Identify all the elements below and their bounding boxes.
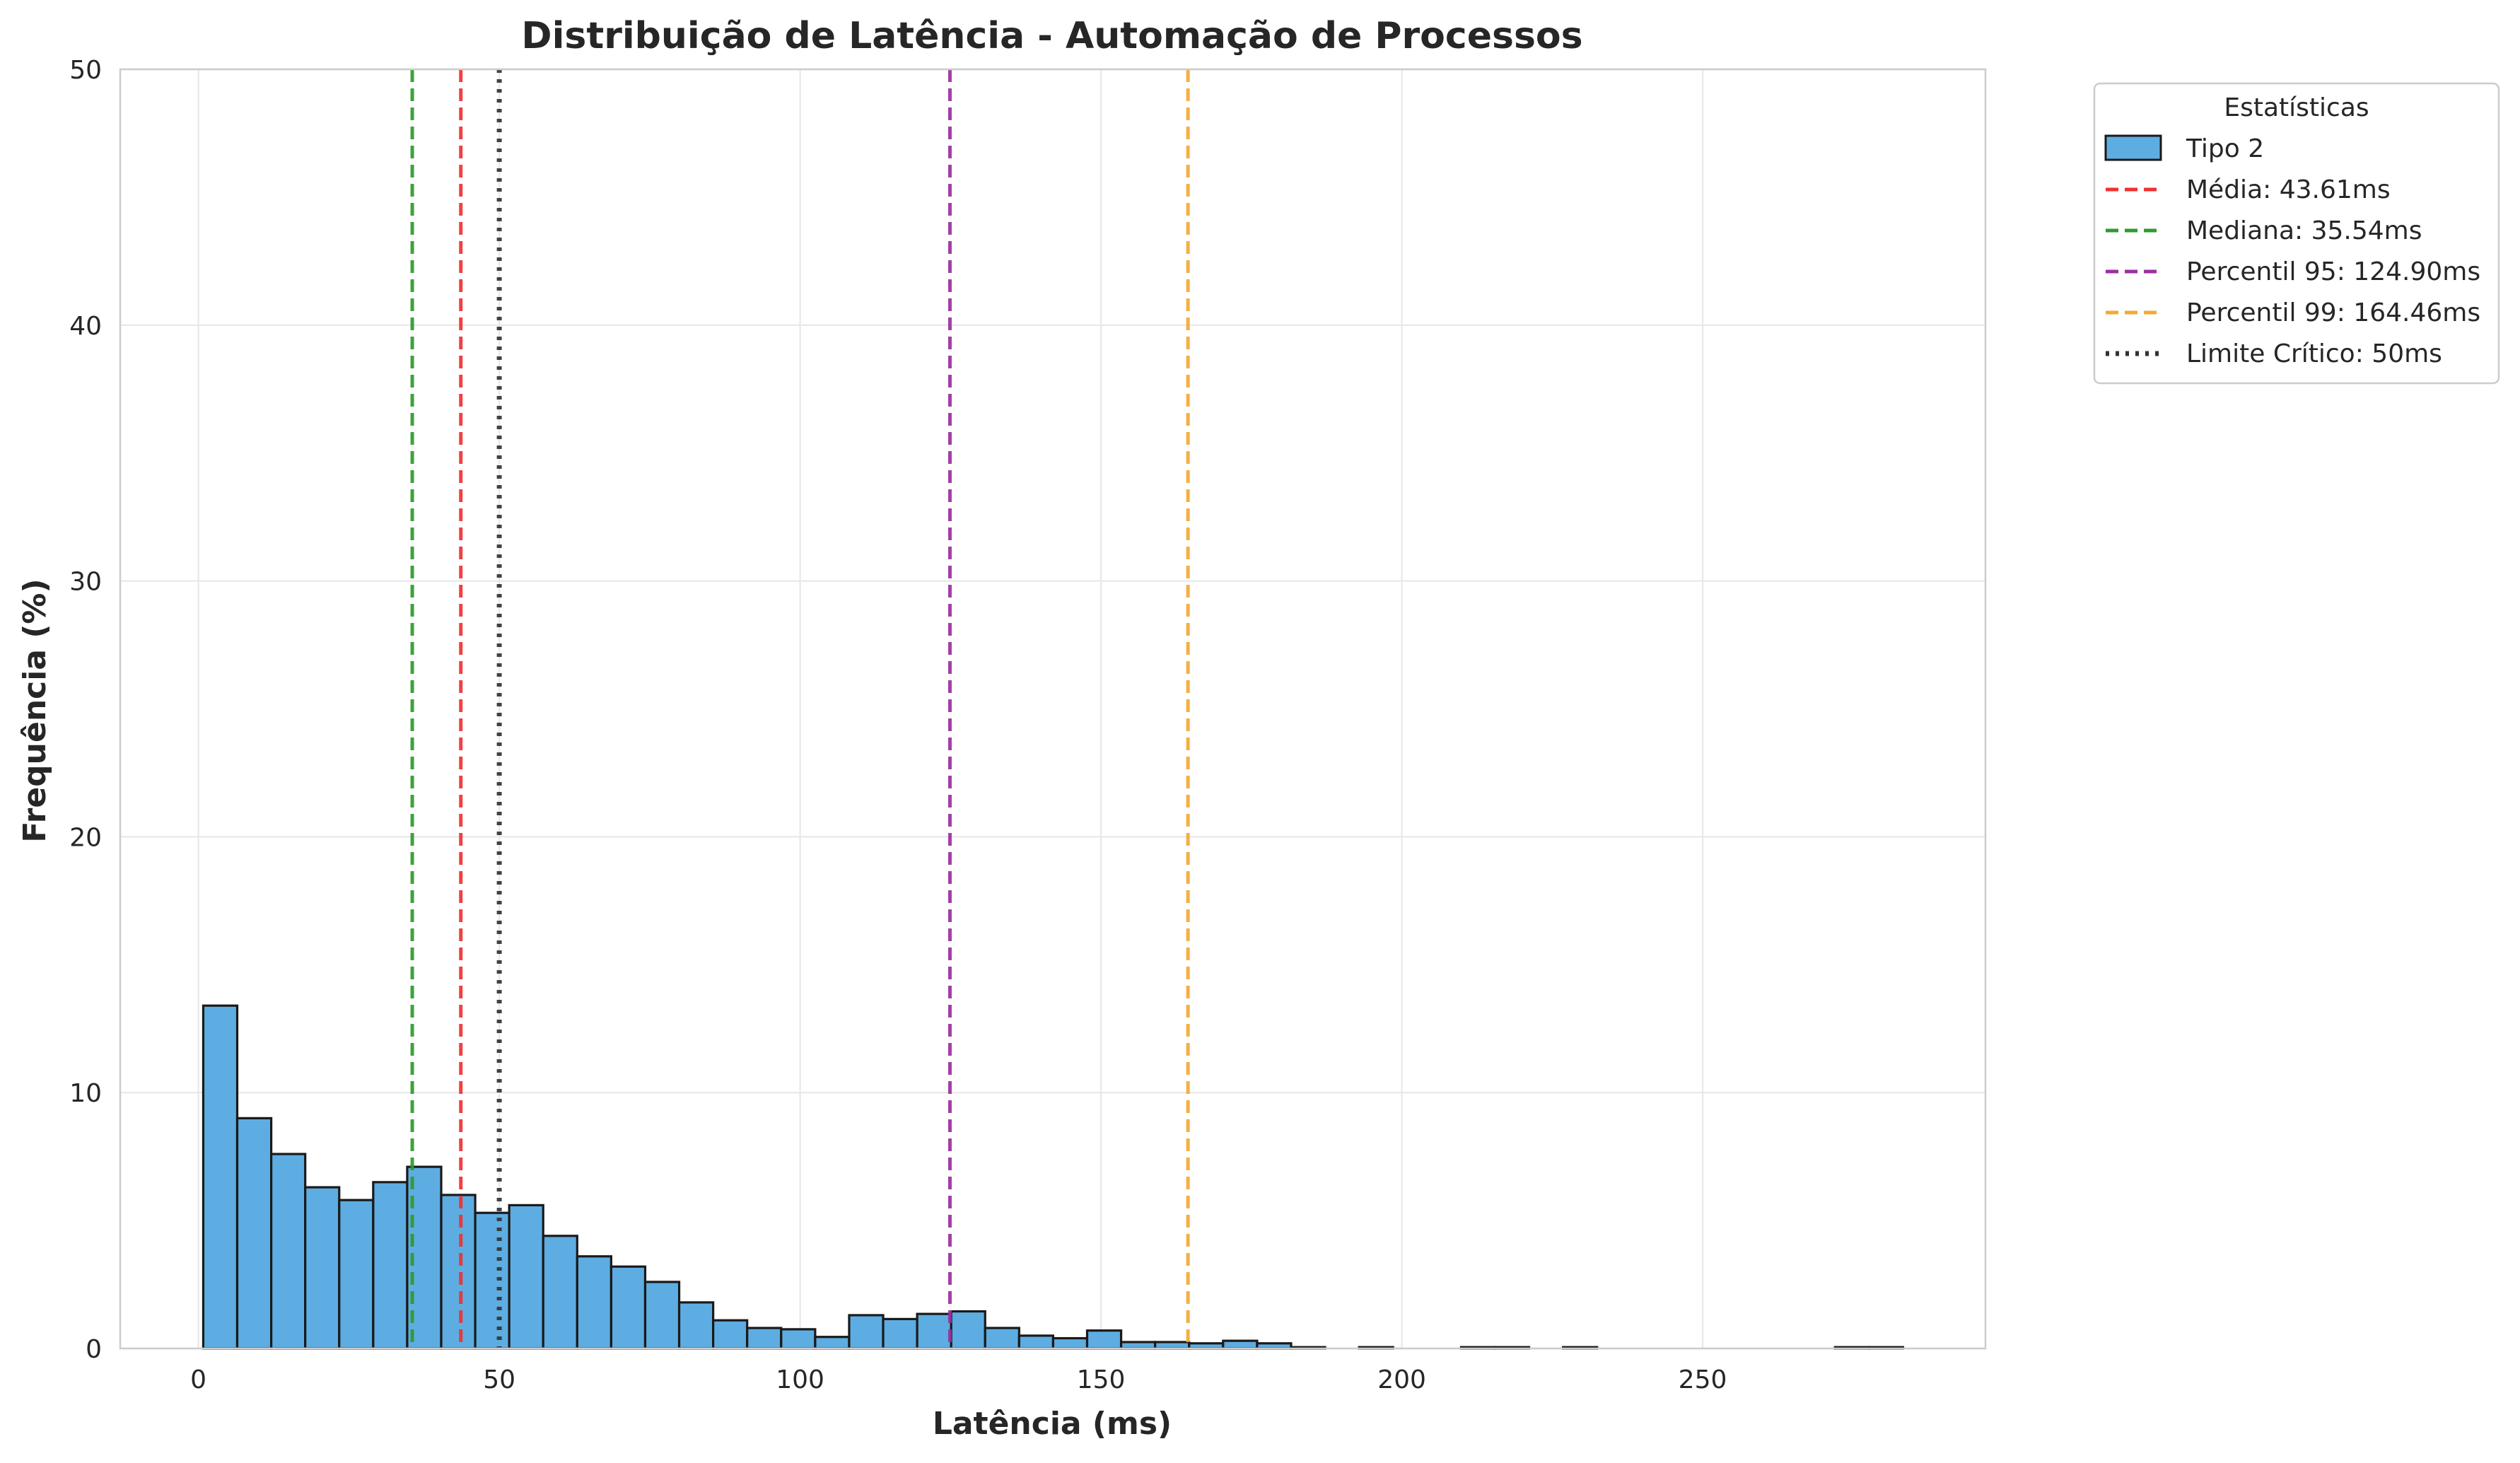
histogram-bar (984, 1327, 1020, 1350)
histogram-bar (950, 1310, 986, 1350)
histogram-bar (780, 1328, 817, 1350)
y-tick-label: 20 (69, 823, 102, 852)
histogram-bar (677, 1301, 715, 1350)
y-tick-label: 40 (69, 312, 102, 341)
histogram-bar (508, 1203, 544, 1350)
histogram-bar (916, 1312, 952, 1350)
legend: Estatísticas Tipo 2 Média: 43.61ms Mediana… (2093, 82, 2500, 385)
histogram-bar (643, 1281, 681, 1350)
legend-title: Estatísticas (2224, 93, 2369, 122)
legend-label: Mediana: 35.54ms (2186, 216, 2422, 245)
histogram-bar (372, 1181, 409, 1350)
histogram-bar (235, 1117, 273, 1350)
histogram-bar (882, 1317, 918, 1350)
histogram-bar (814, 1336, 851, 1350)
histogram-bar (1017, 1334, 1055, 1350)
x-tick-label: 100 (776, 1365, 824, 1394)
legend-items: Tipo 2 Média: 43.61ms Mediana: 35.54ms Perc… (2104, 134, 2480, 368)
plot-frame (119, 68, 1987, 1350)
y-axis-label: Frequência (%) (17, 578, 53, 842)
x-tick-label: 150 (1077, 1365, 1126, 1394)
y-tick-label: 10 (69, 1079, 102, 1108)
histogram-bar (1085, 1329, 1123, 1350)
histogram-bar (712, 1319, 749, 1350)
x-axis-label: Latência (ms) (933, 1406, 1172, 1442)
histogram-bar (848, 1314, 885, 1350)
y-tick-label: 50 (69, 56, 102, 85)
histogram-bar (746, 1327, 783, 1350)
histogram-bar (576, 1255, 612, 1350)
legend-label: Limite Crítico: 50ms (2186, 339, 2442, 368)
plot-area (119, 68, 1987, 1350)
histogram-bar (304, 1186, 341, 1350)
x-tick-label: 250 (1679, 1365, 1727, 1394)
y-axis-ticks: 0 10 20 30 40 50 (69, 56, 102, 1364)
histogram-bar (440, 1194, 477, 1350)
histogram-bar (1051, 1336, 1089, 1350)
histogram-bar (609, 1265, 647, 1350)
grid-lines (120, 68, 1985, 1350)
chart-title: Distribuição de Latência - Automação de … (521, 15, 1582, 57)
histogram-bar (1119, 1341, 1157, 1350)
histogram-bar (474, 1211, 511, 1350)
y-tick-label: 0 (86, 1335, 102, 1364)
legend-label: Percentil 95: 124.90ms (2186, 257, 2480, 286)
histogram-bar (338, 1199, 375, 1350)
x-tick-label: 50 (483, 1365, 515, 1394)
histogram-bar (269, 1153, 307, 1350)
x-tick-label: 0 (190, 1365, 206, 1394)
y-tick-label: 30 (69, 568, 102, 597)
plot-background (120, 69, 1985, 1348)
histogram-bar (1154, 1341, 1191, 1350)
legend-box (2093, 82, 2500, 385)
histogram-bar (1222, 1339, 1259, 1350)
legend-label: Média: 43.61ms (2186, 175, 2391, 204)
histogram-bar (542, 1235, 578, 1350)
histogram-bar (202, 1004, 239, 1350)
legend-swatch (2104, 134, 2162, 161)
legend-label: Percentil 99: 164.46ms (2186, 298, 2480, 327)
legend-label: Tipo 2 (2186, 134, 2264, 163)
x-tick-label: 200 (1377, 1365, 1426, 1394)
reference-lines (410, 69, 1190, 1348)
x-axis-ticks: 0 50 100 150 200 250 (190, 1365, 1727, 1394)
